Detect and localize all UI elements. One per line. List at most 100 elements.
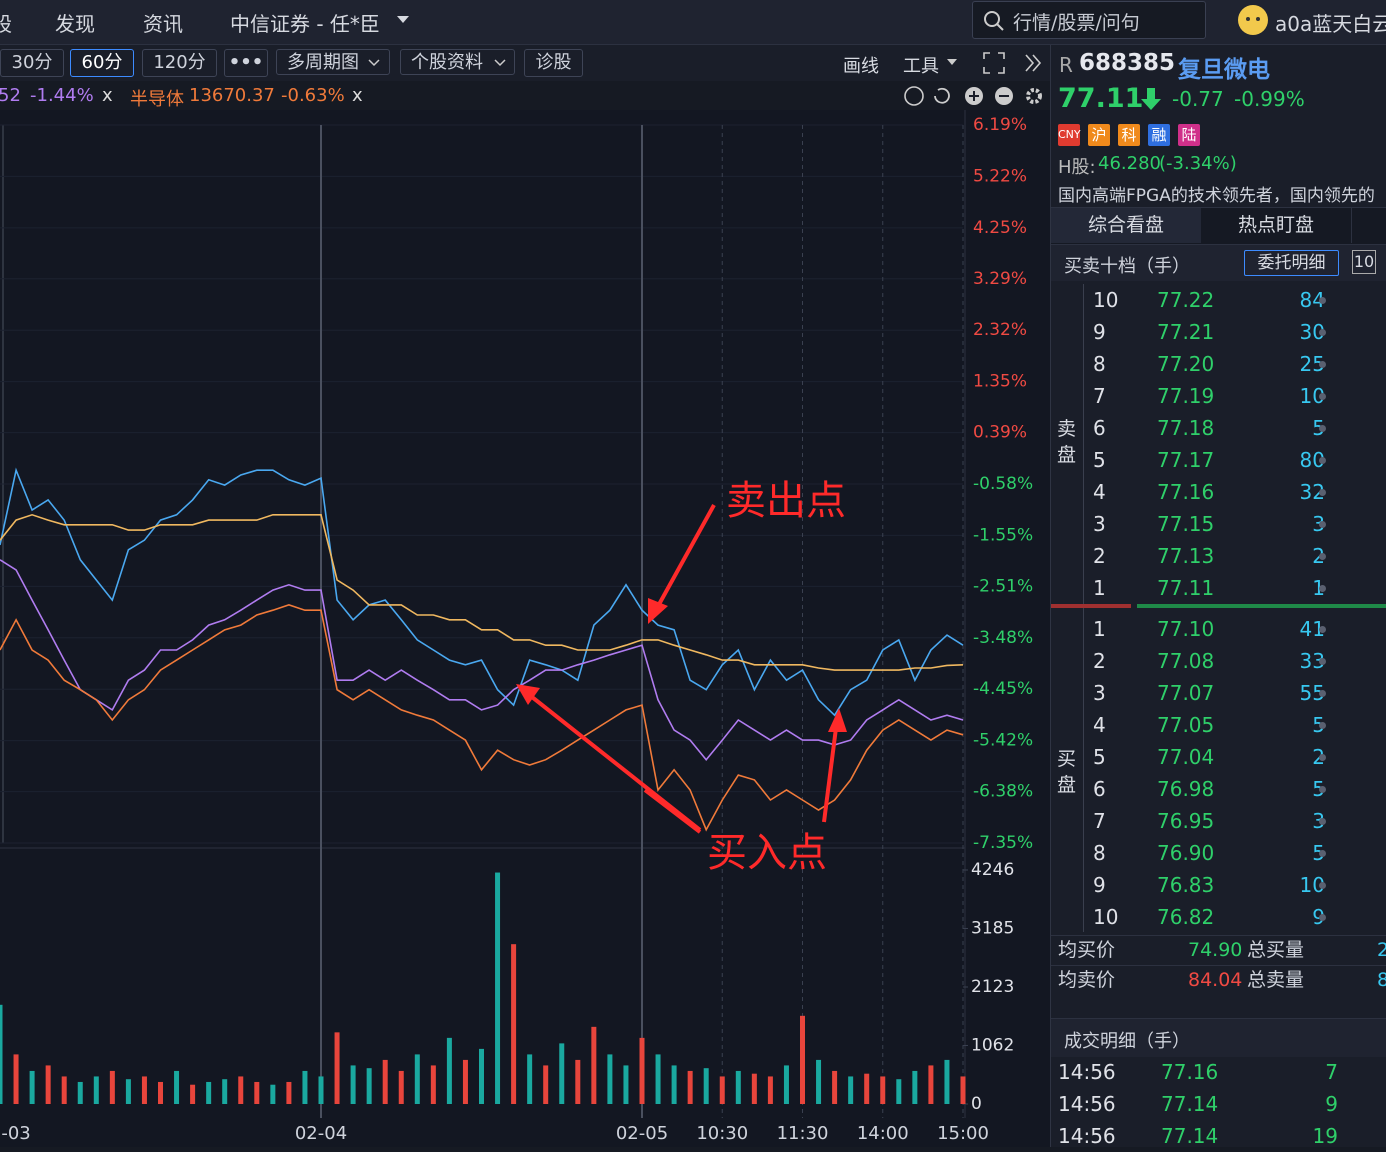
volume-bar [286,1081,292,1104]
tools-button[interactable]: 工具 [903,56,939,77]
book-row[interactable]: 1 77.11 1 [1051,572,1386,604]
legend-name: 半导体 [130,89,184,110]
search-box[interactable]: 行情/股票/问句 [972,1,1206,39]
volume-bar [832,1070,838,1104]
book-row[interactable]: 3 77.15 3 [1051,508,1386,540]
book-row[interactable]: 8 76.90 5 [1051,837,1386,869]
legend-close[interactable]: x [102,85,113,106]
sell-arrow-head [648,598,668,624]
volume-bar [430,1065,436,1104]
h-share-change: (-3.34%) [1159,153,1237,174]
level: 10 [1093,905,1119,929]
volume-bar [222,1079,228,1104]
depth-button[interactable]: 10 [1352,250,1376,274]
book-row[interactable]: 2 77.13 2 [1051,540,1386,572]
price: 76.98 [1157,777,1215,801]
volume: 9 [1312,901,1325,933]
period-button[interactable]: 30分 [0,49,64,77]
volume: 5 [1312,837,1325,869]
user-name[interactable]: a0a蓝天白云 [1275,12,1386,36]
book-row[interactable]: 1 77.10 41 [1051,613,1386,645]
chart-icons[interactable] [902,84,1048,108]
volume-bar [767,1076,773,1104]
volume-bar [190,1084,196,1104]
account-menu[interactable]: 中信证券 - 任*臣 [230,12,380,36]
series-line [0,604,964,832]
badge[interactable]: 沪 [1088,124,1110,146]
avatar[interactable] [1237,4,1269,36]
volume-bar [944,1059,950,1104]
book-row[interactable]: 9 76.83 10 [1051,869,1386,901]
book-row[interactable]: 6 77.18 5 [1051,412,1386,444]
volume-bar [655,1054,661,1104]
y-tick-label: 0 [971,1094,982,1114]
price: 77.15 [1157,512,1215,536]
volume-bar [382,1059,388,1104]
badge[interactable]: 科 [1118,124,1140,146]
level: 4 [1093,480,1106,504]
trade-row: 14:56 77.14 19 [1051,1120,1386,1152]
legend-change: -0.63% [281,85,345,106]
volume-bar [414,1054,420,1104]
summary-price: 84.04 [1188,969,1243,991]
level: 3 [1093,512,1106,536]
book-row[interactable]: 3 77.07 55 [1051,677,1386,709]
badge[interactable]: CNY [1058,124,1081,146]
detail-button[interactable]: 委托明细 [1244,250,1339,276]
x-tick-label: 14:00 [857,1123,909,1144]
book-row[interactable]: 5 77.17 80 [1051,444,1386,476]
series-line [0,559,964,761]
volume-bar [174,1070,180,1104]
price-change-pct: -0.99% [1234,87,1305,111]
book-row[interactable]: 10 76.82 9 [1051,901,1386,933]
book-row[interactable]: 5 77.04 2 [1051,741,1386,773]
profile-button[interactable]: 个股资料 [400,49,515,75]
window-icons[interactable] [982,51,1048,75]
book-row[interactable]: 6 76.98 5 [1051,773,1386,805]
trade-time: 14:56 [1058,1092,1116,1116]
x-tick-label: 15:00 [937,1123,989,1144]
volume-bar [254,1081,260,1104]
volume-bar [639,1037,645,1104]
nav-item[interactable]: 资讯 [143,12,183,36]
nav-item[interactable]: 发现 [55,12,95,36]
y-tick-label: 1062 [971,1035,1014,1055]
volume-bar [511,944,517,1104]
more-button[interactable]: ••• [224,49,268,77]
diagnose-button[interactable]: 诊股 [524,49,583,77]
period-button[interactable]: 120分 [142,49,217,77]
series-line [0,513,964,671]
x-tick-label: -03 [1,1123,30,1144]
price: 77.21 [1157,320,1215,344]
legend-close[interactable]: x [352,85,363,106]
tab[interactable]: 热点盯盘 [1201,208,1352,243]
price: 76.83 [1157,873,1215,897]
volume-bar [527,1054,533,1104]
period-button[interactable]: 60分 [70,49,134,77]
book-row[interactable]: 2 77.08 33 [1051,645,1386,677]
tab-active[interactable]: 综合看盘 [1051,208,1201,243]
book-row[interactable]: 9 77.21 30 [1051,316,1386,348]
y-tick-label: -4.45% [973,679,1033,699]
summary-volume: 2 [1377,939,1386,961]
dot-icon [1319,297,1326,304]
sell-annotation: 卖出点 [726,478,846,524]
level: 6 [1093,416,1106,440]
price: 77.19 [1157,384,1215,408]
book-row[interactable]: 7 76.95 3 [1051,805,1386,837]
volume-bar [158,1081,163,1104]
book-row[interactable]: 7 77.19 10 [1051,380,1386,412]
draw-button[interactable]: 画线 [843,56,879,77]
book-row[interactable]: 10 77.22 84 [1051,284,1386,316]
book-row[interactable]: 8 77.20 25 [1051,348,1386,380]
badge[interactable]: 陆 [1178,124,1200,146]
nav-item[interactable]: 股 [0,12,12,36]
multi-chart-button[interactable]: 多周期图 [276,49,390,75]
badge[interactable]: 融 [1148,124,1170,146]
level: 3 [1093,681,1106,705]
book-row[interactable]: 4 77.16 32 [1051,476,1386,508]
volume-bar [479,1048,484,1104]
book-row[interactable]: 4 77.05 5 [1051,709,1386,741]
y-tick-label: -0.58% [973,474,1033,494]
level: 8 [1093,352,1106,376]
